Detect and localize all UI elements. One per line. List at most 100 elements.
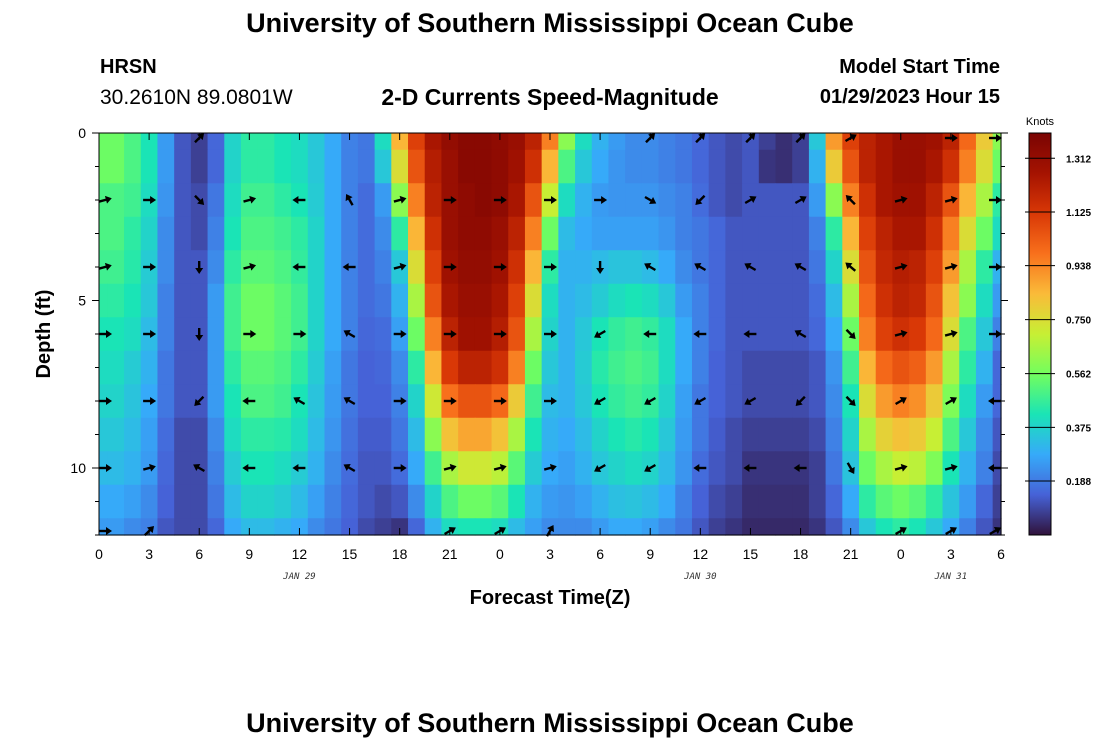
arrow-head <box>644 263 652 270</box>
heatmap-cell <box>859 183 877 218</box>
arrow-head <box>551 263 557 271</box>
heatmap-cell <box>808 133 827 151</box>
heatmap-cell <box>508 384 526 419</box>
heatmap-cell <box>591 484 610 519</box>
heatmap-cell <box>174 250 192 285</box>
heatmap-cell <box>99 350 108 385</box>
heatmap-cell <box>775 133 793 151</box>
heatmap-cell <box>524 250 543 285</box>
arrow-head <box>949 527 957 534</box>
heatmap-cell <box>274 417 292 452</box>
heatmap-cell <box>224 484 242 519</box>
current-arrow <box>493 263 507 271</box>
heatmap-cell <box>524 149 543 184</box>
heatmap-cell <box>374 384 392 419</box>
current-arrow <box>98 262 112 271</box>
arrow-head <box>343 464 351 471</box>
heatmap-cell <box>992 133 1002 151</box>
x-tick-label: 3 <box>145 546 153 562</box>
heatmap-cell <box>942 350 960 385</box>
heatmap-cell <box>641 518 660 536</box>
heatmap-cell <box>842 283 860 318</box>
heatmap-cell <box>157 250 175 285</box>
heatmap-cell <box>859 518 877 536</box>
heatmap-cell <box>892 283 910 318</box>
arrow-head <box>694 398 702 405</box>
heatmap-cell <box>357 484 376 519</box>
heatmap-cell <box>758 216 777 251</box>
heatmap-cell <box>975 216 994 251</box>
heatmap-cell <box>207 283 225 318</box>
heatmap-cell <box>357 283 376 318</box>
heatmap-cell <box>575 283 593 318</box>
current-arrow <box>845 262 857 272</box>
arrow-head <box>951 134 958 142</box>
heatmap-cell <box>742 417 760 452</box>
heatmap-cell <box>174 317 192 352</box>
heatmap-cell <box>458 216 476 251</box>
heatmap-cell <box>374 350 392 385</box>
heatmap-cell <box>474 317 493 352</box>
heatmap-cell <box>357 250 376 285</box>
heatmap-cell <box>324 216 342 251</box>
current-arrow <box>143 196 157 204</box>
heatmap-cell <box>825 250 843 285</box>
heatmap-cell <box>107 317 125 352</box>
current-arrow <box>243 330 257 338</box>
current-arrow <box>544 330 557 338</box>
current-arrow <box>643 330 657 338</box>
heatmap-cell <box>942 417 960 452</box>
current-arrow <box>143 330 157 338</box>
heatmap-cell <box>541 350 559 385</box>
heatmap-cell <box>357 384 376 419</box>
heatmap-cell <box>307 250 326 285</box>
heatmap-cell <box>558 183 576 218</box>
heatmap-cell <box>875 133 894 151</box>
heatmap-cell <box>591 283 610 318</box>
arrow-head <box>293 397 301 404</box>
heatmap-cell <box>959 283 977 318</box>
heatmap-cell <box>825 350 843 385</box>
heatmap-cell <box>742 133 760 151</box>
heatmap-cell <box>207 484 225 519</box>
heatmap-cell <box>207 133 225 151</box>
arrow-head <box>150 330 157 338</box>
heatmap-cell <box>859 133 877 151</box>
heatmap-cell <box>307 149 326 184</box>
arrow-head <box>150 196 157 204</box>
heatmap-cell <box>675 283 693 318</box>
current-arrow <box>242 397 256 405</box>
heatmap-cell <box>140 283 159 318</box>
heatmap-cell <box>357 183 376 218</box>
arrow-head <box>249 262 257 271</box>
heatmap-cell <box>558 133 576 151</box>
heatmap-cell <box>140 133 159 151</box>
chart-subtitle: 2-D Currents Speed-Magnitude <box>381 84 719 110</box>
heatmap-cell <box>758 149 777 184</box>
heatmap-cell <box>758 451 777 486</box>
heatmap-cell <box>691 283 710 318</box>
heatmap-cell <box>508 518 526 536</box>
current-arrow <box>989 196 1002 204</box>
colorbar: Knots 1.312 1.125 0.938 0.750 0.562 0.375 0.188 <box>1025 116 1091 536</box>
heatmap-cell <box>257 384 275 419</box>
heatmap-cell <box>307 518 326 536</box>
heatmap-cell <box>424 384 443 419</box>
heatmap-cell <box>658 417 676 452</box>
heatmap-cell <box>575 149 593 184</box>
heatmap-cell <box>808 183 827 218</box>
heatmap-cell <box>575 384 593 419</box>
current-arrow <box>644 195 657 204</box>
x-tick-label: 0 <box>897 546 905 562</box>
heatmap-cell <box>792 216 810 251</box>
heatmap-cell <box>625 384 643 419</box>
heatmap-cell <box>708 484 726 519</box>
heatmap-cell <box>491 216 509 251</box>
x-date-label: JAN 30 <box>683 572 717 582</box>
x-tick-label: 18 <box>392 546 408 562</box>
heatmap-cell <box>307 417 326 452</box>
arrow-head <box>744 398 752 405</box>
current-arrow <box>99 330 112 338</box>
heatmap-cell <box>224 283 242 318</box>
heatmap-cell <box>959 133 977 151</box>
